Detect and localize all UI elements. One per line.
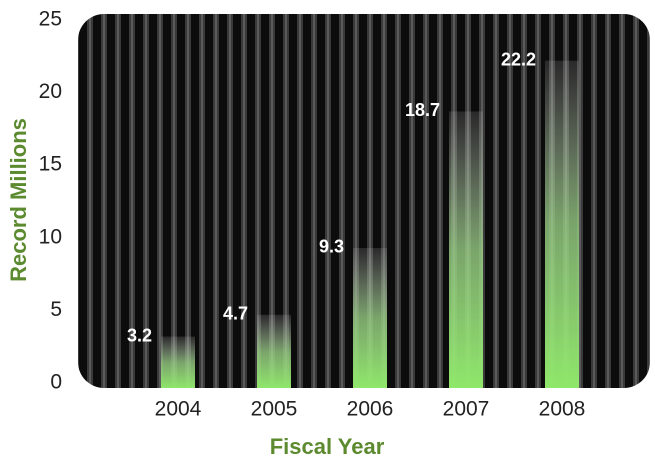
bar — [353, 248, 387, 389]
value-label: 22.2 — [501, 49, 536, 69]
x-tick-label: 2006 — [347, 398, 394, 421]
value-label: 3.2 — [127, 325, 152, 345]
value-label: 18.7 — [405, 100, 440, 120]
page: {"chart_data": {"type": "bar", "x_label"… — [0, 0, 655, 461]
x-axis-title: Fiscal Year — [270, 434, 385, 459]
x-tick-label: 2007 — [443, 398, 490, 421]
x-tick-label: 2005 — [251, 398, 298, 421]
bar — [161, 337, 195, 389]
value-label: 9.3 — [319, 237, 344, 257]
x-tick-label: 2004 — [155, 398, 202, 421]
y-tick-label: 15 — [39, 153, 62, 176]
chart: Fiscal Year Record Millions 0 5 10 15 20 25 20… — [0, 0, 655, 461]
bar — [449, 111, 483, 389]
y-tick-label: 10 — [39, 225, 62, 248]
y-axis-title: Record Millions — [6, 118, 31, 282]
bar — [257, 315, 291, 389]
y-tick-label: 20 — [39, 80, 62, 103]
y-tick-label: 25 — [39, 8, 62, 31]
bar — [545, 61, 579, 389]
x-tick-label: 2008 — [539, 398, 586, 421]
y-tick-label: 5 — [50, 298, 62, 321]
value-label: 4.7 — [223, 304, 248, 324]
y-tick-label: 0 — [50, 371, 62, 394]
